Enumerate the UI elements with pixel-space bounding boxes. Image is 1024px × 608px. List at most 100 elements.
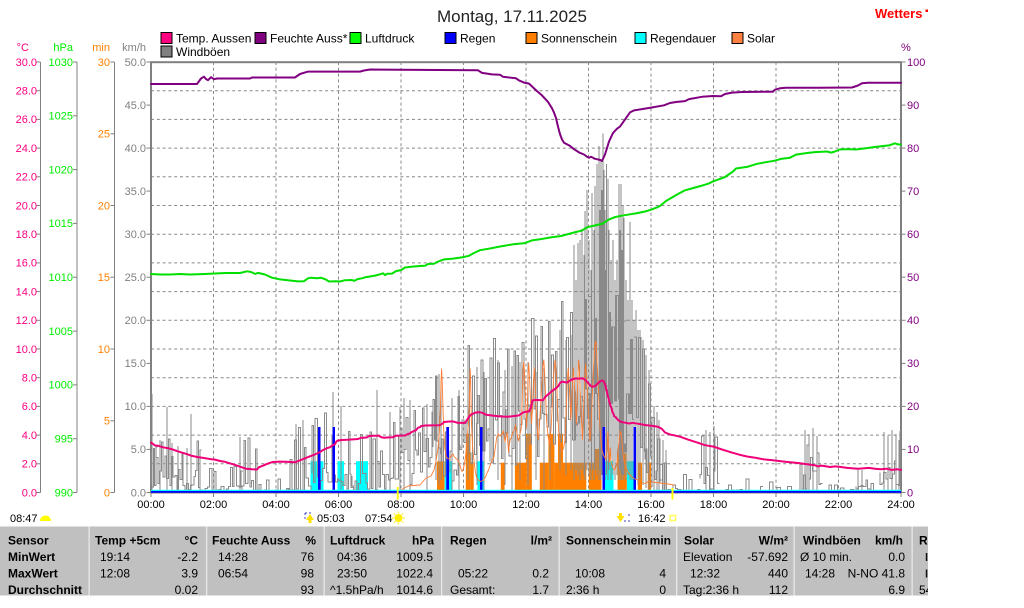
svg-text:30: 30 <box>98 57 110 69</box>
svg-text:98: 98 <box>301 567 315 581</box>
svg-text:12.0: 12.0 <box>16 315 37 327</box>
svg-text:14:28: 14:28 <box>805 567 835 581</box>
svg-text:0.2: 0.2 <box>532 567 549 581</box>
svg-text:0: 0 <box>104 487 110 499</box>
svg-text:hPa: hPa <box>412 534 434 548</box>
svg-text:16:00: 16:00 <box>637 499 665 511</box>
svg-text:10:08: 10:08 <box>575 567 605 581</box>
svg-text:5.0: 5.0 <box>131 444 146 456</box>
svg-text:1025: 1025 <box>49 111 73 123</box>
svg-text:30.0: 30.0 <box>125 229 146 241</box>
svg-text:90: 90 <box>907 100 919 112</box>
svg-text:1.7: 1.7 <box>532 583 549 597</box>
svg-text:Wetters: Wetters <box>875 6 922 21</box>
svg-text:Windböen: Windböen <box>803 534 861 548</box>
svg-text:0.0: 0.0 <box>22 487 37 499</box>
svg-text:0: 0 <box>659 583 666 597</box>
svg-text:23:50: 23:50 <box>337 567 367 581</box>
svg-text:4.0: 4.0 <box>22 430 37 442</box>
svg-text:1000: 1000 <box>49 380 73 392</box>
svg-text:km/h: km/h <box>875 534 903 548</box>
svg-text:45.0: 45.0 <box>125 100 146 112</box>
svg-text:990: 990 <box>55 487 73 499</box>
svg-text:25.0: 25.0 <box>125 272 146 284</box>
svg-text:04:00: 04:00 <box>262 499 290 511</box>
svg-text:N-NO 41.8: N-NO 41.8 <box>848 567 906 581</box>
svg-text:8.0: 8.0 <box>22 373 37 385</box>
svg-text:06:54: 06:54 <box>218 567 248 581</box>
svg-text:14:00: 14:00 <box>575 499 603 511</box>
svg-text:Gesamt:: Gesamt: <box>450 583 495 597</box>
svg-text:02:00: 02:00 <box>200 499 228 511</box>
svg-text:Ø 10 min.: Ø 10 min. <box>800 550 852 564</box>
svg-text:Temp +5cm: Temp +5cm <box>95 534 160 548</box>
svg-text:Feuchte Auss*: Feuchte Auss* <box>270 32 348 46</box>
svg-text:Durchschnitt: Durchschnitt <box>8 583 82 597</box>
svg-text:Temp. Aussen: Temp. Aussen <box>176 32 251 46</box>
svg-text:0.0: 0.0 <box>131 487 146 499</box>
svg-text:40.0: 40.0 <box>125 143 146 155</box>
svg-text:6.9: 6.9 <box>888 583 905 597</box>
svg-text:28.0: 28.0 <box>16 86 37 98</box>
svg-text:35.0: 35.0 <box>125 186 146 198</box>
svg-text:50.0: 50.0 <box>125 57 146 69</box>
svg-text:08:00: 08:00 <box>387 499 415 511</box>
svg-text:l/m²: l/m² <box>531 534 552 548</box>
svg-text:50: 50 <box>907 272 919 284</box>
svg-text:25: 25 <box>98 129 110 141</box>
svg-text:14:28: 14:28 <box>218 550 248 564</box>
svg-text:1009.5: 1009.5 <box>396 550 433 564</box>
svg-text:5: 5 <box>104 416 110 428</box>
svg-text:%: % <box>901 42 911 54</box>
svg-text:30: 30 <box>907 358 919 370</box>
svg-text:08:47: 08:47 <box>10 513 38 525</box>
svg-text:Luftdruck: Luftdruck <box>365 32 415 46</box>
svg-text:R: R <box>919 534 928 548</box>
svg-text:1015: 1015 <box>49 218 73 230</box>
svg-text:MaxWert: MaxWert <box>8 567 58 581</box>
svg-text:W/m²: W/m² <box>759 534 788 548</box>
svg-text:Tag:2:36 h: Tag:2:36 h <box>683 583 739 597</box>
svg-text:10.0: 10.0 <box>16 344 37 356</box>
svg-text:Solar: Solar <box>747 32 775 46</box>
svg-text:30.0: 30.0 <box>16 57 37 69</box>
svg-text:Sonnenschein: Sonnenschein <box>566 534 648 548</box>
svg-text:1022.4: 1022.4 <box>396 567 433 581</box>
svg-text:12:32: 12:32 <box>690 567 720 581</box>
svg-text:06:00: 06:00 <box>325 499 353 511</box>
svg-text:Solar: Solar <box>684 534 714 548</box>
svg-text:1014.6: 1014.6 <box>396 583 433 597</box>
svg-text:04:36: 04:36 <box>337 550 367 564</box>
svg-text:16.0: 16.0 <box>16 258 37 270</box>
svg-text:995: 995 <box>55 434 73 446</box>
svg-text:20:00: 20:00 <box>762 499 790 511</box>
svg-text:54: 54 <box>919 583 933 597</box>
svg-text:min: min <box>650 534 671 548</box>
svg-text:1030: 1030 <box>49 57 73 69</box>
svg-text:Regen: Regen <box>460 32 495 46</box>
svg-text:10: 10 <box>907 444 919 456</box>
svg-text:MinWert: MinWert <box>8 550 55 564</box>
svg-text:km/h: km/h <box>122 42 146 54</box>
svg-text:440: 440 <box>768 567 788 581</box>
svg-text:Sonnenschein: Sonnenschein <box>541 32 617 46</box>
svg-text:Windböen: Windböen <box>176 45 230 59</box>
svg-text:°C: °C <box>185 534 199 548</box>
svg-text:20.0: 20.0 <box>16 200 37 212</box>
svg-text:2.0: 2.0 <box>22 459 37 471</box>
svg-text:°C: °C <box>17 42 29 54</box>
svg-text:26.0: 26.0 <box>16 114 37 126</box>
svg-text:19:14: 19:14 <box>100 550 130 564</box>
svg-text:Elevation: Elevation <box>683 550 732 564</box>
svg-text:20: 20 <box>98 200 110 212</box>
svg-text:70: 70 <box>907 186 919 198</box>
svg-text:2:36 h: 2:36 h <box>566 583 599 597</box>
svg-text:00:00: 00:00 <box>137 499 165 511</box>
svg-text:0: 0 <box>907 487 913 499</box>
svg-text:07:54: 07:54 <box>365 513 393 525</box>
svg-text:22:00: 22:00 <box>825 499 853 511</box>
svg-text:-2.2: -2.2 <box>177 550 198 564</box>
svg-text:6.0: 6.0 <box>22 401 37 413</box>
svg-text:76: 76 <box>301 550 315 564</box>
svg-text:1010: 1010 <box>49 272 73 284</box>
